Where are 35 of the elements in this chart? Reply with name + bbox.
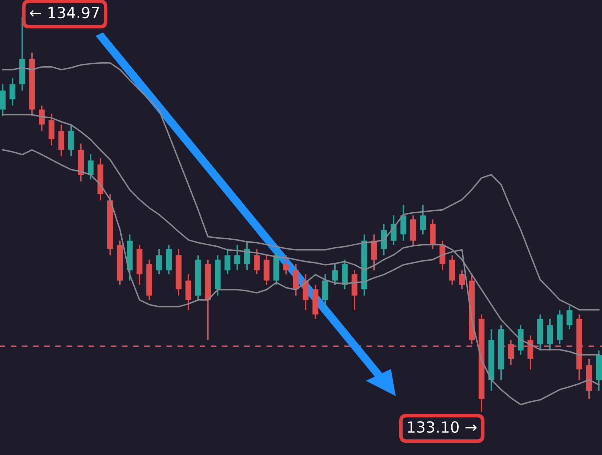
candlestick — [88, 154, 94, 180]
candlestick — [508, 339, 514, 366]
candlestick — [283, 254, 290, 276]
candlestick — [400, 204, 407, 242]
text: 133.10 → — [408, 421, 477, 434]
candlestick — [322, 274, 328, 312]
candlestick — [420, 204, 426, 236]
candlestick — [234, 244, 240, 272]
candlestick — [342, 259, 348, 290]
candlestick — [547, 318, 554, 352]
candlestick — [39, 105, 45, 132]
candlestick — [186, 274, 192, 312]
candlestick — [528, 335, 534, 370]
candlestick — [0, 84, 6, 117]
candlestick — [68, 124, 74, 158]
candlestick — [224, 248, 231, 276]
candlestick — [10, 78, 16, 107]
candlestick — [459, 270, 466, 290]
candlestick — [410, 214, 416, 246]
candlestick — [58, 124, 64, 158]
candlestick — [302, 274, 309, 312]
candlestick — [566, 306, 573, 330]
candlestick — [166, 244, 172, 276]
annotation: ← 134.97 — [30, 7, 100, 19]
candlestick — [430, 218, 436, 250]
candlestick — [48, 113, 55, 146]
candlestick — [518, 324, 524, 356]
candlestick — [332, 264, 338, 286]
candlestick — [450, 254, 456, 286]
candlestick — [254, 248, 260, 276]
candlestick — [390, 214, 397, 246]
candlestick — [293, 264, 300, 297]
candlestick — [156, 248, 162, 276]
candlestick — [264, 254, 270, 286]
candlestick — [381, 223, 387, 256]
